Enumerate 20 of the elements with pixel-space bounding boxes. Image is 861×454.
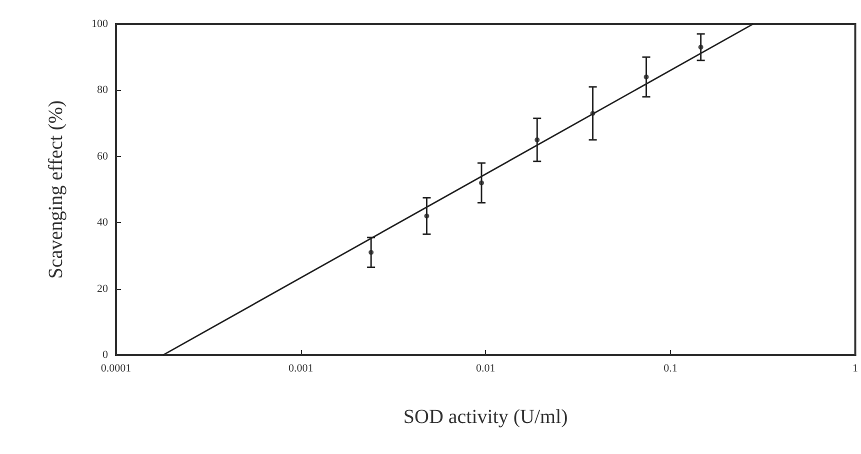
point	[479, 180, 484, 186]
y-tick-label: 100	[92, 18, 108, 30]
point	[534, 137, 540, 142]
x-tick-label: 1	[852, 362, 858, 374]
y-tick-label: 60	[97, 150, 108, 162]
y-tick-label: 40	[97, 216, 108, 229]
y-axis-title: Scavenging effect (%)	[45, 100, 67, 279]
y-tick-label: 80	[97, 84, 108, 96]
x-tick-label: 0.1	[664, 362, 678, 374]
point	[424, 213, 430, 218]
point	[698, 44, 704, 50]
y-tick-label: 20	[97, 282, 108, 295]
x-axis-title: SOD activity (U/ml)	[403, 406, 568, 428]
y-tick-label: 0	[102, 349, 108, 361]
x-tick-label: 0.001	[288, 362, 314, 374]
x-tick-label: 0.01	[476, 362, 496, 374]
point	[368, 250, 374, 255]
point	[644, 74, 649, 80]
x-tick-label: 0.0001	[100, 362, 132, 374]
point	[590, 110, 596, 116]
